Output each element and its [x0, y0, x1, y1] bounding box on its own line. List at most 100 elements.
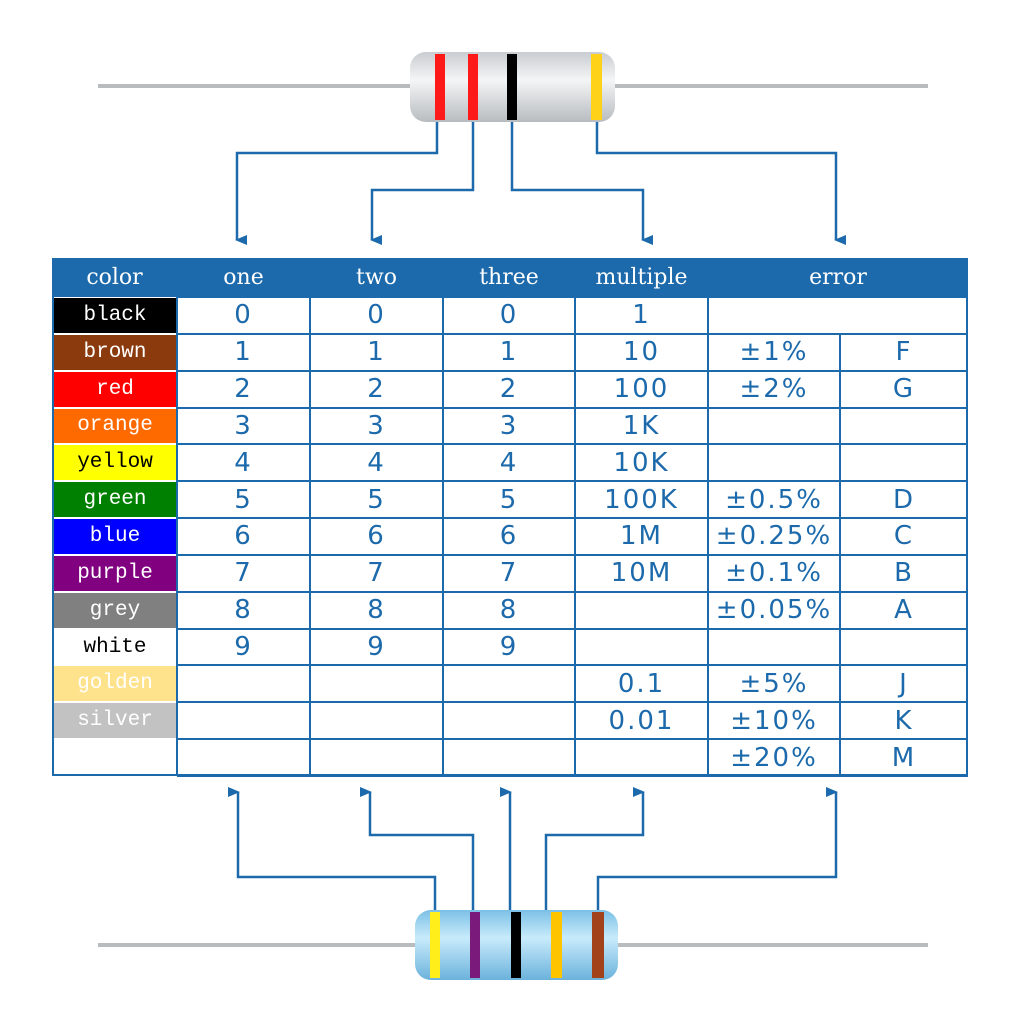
value-cell: 0	[234, 300, 253, 331]
header-cell: two	[310, 258, 443, 297]
grid-line	[177, 406, 968, 409]
grid-line	[177, 590, 968, 593]
band	[551, 912, 562, 978]
value-cell: A	[894, 595, 914, 626]
value-cell: K	[894, 705, 914, 736]
value-cell: 5	[234, 484, 253, 515]
value-cell: 1	[367, 337, 386, 368]
grid-line	[177, 296, 968, 298]
grid-line	[177, 553, 968, 556]
value-cell: 10M	[610, 558, 673, 589]
value-cell: 4	[499, 447, 519, 478]
value-cell: 5	[499, 484, 519, 515]
value-cell: 9	[499, 632, 519, 663]
value-cell: 8	[234, 595, 253, 626]
value-cell: 2	[499, 374, 519, 405]
value-cell: 100K	[604, 484, 679, 515]
value-cell: 1	[234, 337, 253, 368]
grid-line	[839, 333, 841, 776]
arrows-bottom	[228, 787, 838, 910]
value-cell: ±2%	[739, 374, 809, 405]
value-cell: 2	[367, 374, 386, 405]
color-swatch: black	[54, 298, 176, 333]
value-cell: ±0.5%	[725, 484, 823, 515]
color-swatch: brown	[54, 334, 176, 370]
color-swatch: blue	[54, 519, 176, 554]
value-cell: 1	[632, 300, 651, 331]
value-cell: 4	[367, 447, 386, 478]
grid-line	[177, 443, 968, 446]
grid-line	[177, 627, 968, 630]
value-cell: 6	[367, 521, 386, 552]
band	[435, 54, 445, 120]
header-cell: one	[177, 258, 310, 297]
value-cell: G	[892, 374, 916, 405]
grid-line	[442, 297, 444, 776]
value-cell: 8	[367, 595, 386, 626]
grid-line	[52, 258, 54, 776]
value-cell: 0	[499, 300, 519, 331]
grid-line	[177, 332, 968, 335]
value-cell: 1	[499, 337, 519, 368]
grid-line	[176, 297, 178, 776]
grid-line	[177, 738, 968, 741]
value-cell: 6	[234, 521, 253, 552]
header-cell: three	[443, 258, 575, 297]
value-cell: C	[893, 521, 915, 552]
color-swatch: grey	[54, 592, 176, 628]
value-cell: B	[894, 558, 914, 589]
grid-line	[177, 480, 968, 483]
value-cell: 6	[499, 521, 519, 552]
value-cell: 9	[234, 632, 253, 663]
value-cell: 10K	[613, 447, 670, 478]
band	[511, 912, 521, 978]
band	[591, 54, 602, 120]
value-cell: 10	[622, 337, 661, 368]
value-cell: M	[891, 742, 917, 773]
color-swatch: green	[54, 482, 176, 518]
value-cell: F	[895, 337, 913, 368]
color-swatch: red	[54, 371, 176, 407]
value-cell: 3	[367, 410, 386, 441]
value-cell: 7	[234, 558, 253, 589]
value-cell: 3	[499, 410, 519, 441]
color-swatch: yellow	[54, 445, 176, 481]
value-cell: 1M	[620, 521, 663, 552]
color-swatch	[54, 740, 176, 775]
value-cell: D	[892, 484, 916, 515]
value-cell: ±0.05%	[715, 595, 833, 626]
color-swatch: silver	[54, 703, 176, 739]
value-cell: 5	[367, 484, 386, 515]
band	[507, 54, 517, 120]
band	[470, 912, 480, 978]
value-cell: ±20%	[730, 742, 818, 773]
color-swatch: purple	[54, 555, 176, 591]
value-cell: 8	[499, 595, 519, 626]
grid-line	[707, 297, 709, 776]
arrows-top	[235, 122, 846, 245]
grid-line	[177, 701, 968, 704]
value-cell: 0.1	[617, 668, 666, 699]
grid-line	[966, 258, 968, 776]
grid-line	[177, 664, 968, 667]
value-cell: 7	[367, 558, 386, 589]
value-cell: ±1%	[739, 337, 809, 368]
value-cell: 100	[613, 374, 670, 405]
value-cell: ±0.1%	[725, 558, 823, 589]
grid-line	[574, 297, 576, 776]
band	[468, 54, 478, 120]
value-cell: ±0.25%	[715, 521, 833, 552]
header-cell: error	[708, 258, 968, 297]
band	[592, 912, 604, 978]
value-cell: 7	[499, 558, 519, 589]
code-table: color one two three multiple error black 0 0 0 1 br…	[52, 258, 968, 777]
value-cell: 9	[367, 632, 386, 663]
color-swatch: orange	[54, 408, 176, 444]
grid-line	[52, 774, 968, 776]
grid-line	[177, 369, 968, 372]
grid-line	[177, 517, 968, 520]
value-cell: 4	[234, 447, 253, 478]
value-cell: 0	[367, 300, 386, 331]
